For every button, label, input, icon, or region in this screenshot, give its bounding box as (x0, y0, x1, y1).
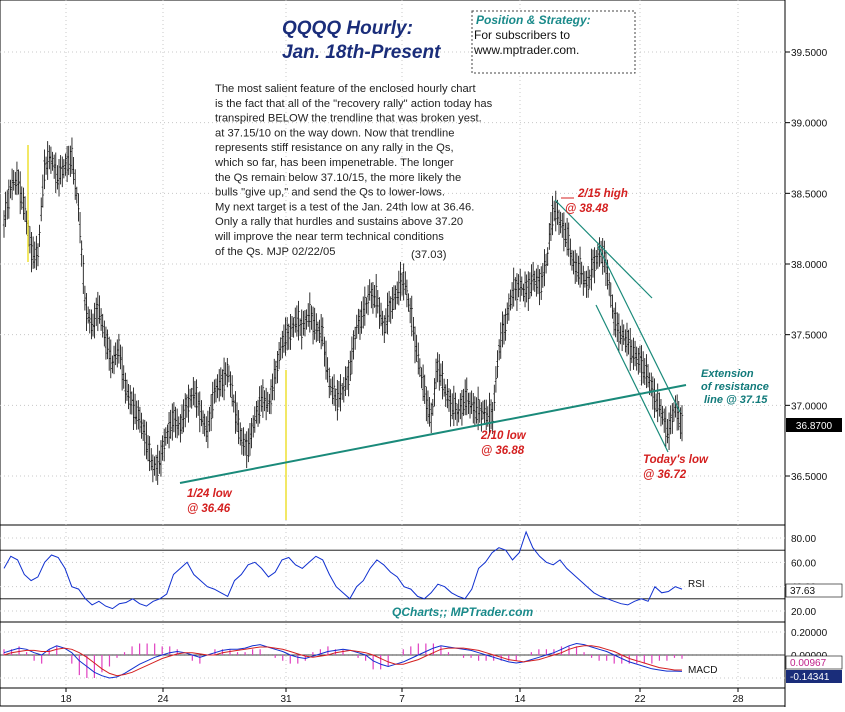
annotation-high-line2: @ 38.48 (565, 203, 609, 215)
price-tick-label: 37.5000 (791, 331, 828, 342)
annotation-high-line1: 2/15 high (577, 188, 628, 200)
x-tick-label: 7 (399, 694, 405, 705)
annotation-extension-line3: line @ 37.15 (704, 394, 768, 406)
chart-subtitle: Jan. 18th-Present (282, 42, 441, 63)
last-price-box (786, 418, 842, 432)
x-tick-label: 14 (514, 694, 526, 705)
channel-line-2 (597, 245, 681, 413)
x-tick-label: 28 (732, 694, 744, 705)
rsi-label: RSI (688, 579, 705, 590)
commentary-tail: (37.03) (411, 249, 447, 261)
position-strategy-line1: For subscribers to (474, 28, 570, 42)
commentary-line: The most salient feature of the enclosed… (215, 83, 476, 95)
x-tick-label: 22 (634, 694, 646, 705)
price-tick-label: 38.5000 (791, 189, 828, 200)
chart-title: QQQQ Hourly: (282, 18, 413, 39)
macd-label: MACD (688, 665, 717, 676)
commentary-line: is the fact that all of the "recovery ra… (215, 98, 493, 110)
price-bars (2, 137, 684, 485)
macd-value-box-1 (785, 655, 843, 670)
macd-value-2: -0.14341 (790, 672, 830, 683)
position-strategy-box (471, 10, 636, 74)
macd-value-box-2 (786, 670, 842, 683)
annotation-jan24-line2: @ 36.46 (187, 503, 231, 515)
macd-value-1: 0.00967 (790, 658, 827, 669)
rsi-tick-label: 60.00 (791, 558, 816, 569)
rsi-tick-label: 20.00 (791, 607, 816, 618)
macd-histogram (3, 643, 683, 678)
annotation-feb10-line2: @ 36.88 (481, 445, 525, 457)
commentary-line: transpired BELOW the trendline that was … (215, 113, 482, 125)
grid (0, 0, 785, 688)
x-tick-label: 24 (157, 694, 169, 705)
price-tick-label: 38.0000 (791, 260, 828, 271)
commentary-line: of the Qs. MJP 02/22/05 (215, 246, 335, 258)
commentary-line: will improve the near term technical con… (214, 231, 444, 243)
commentary-line: at 37.15/10 on the way down. Now that tr… (215, 127, 454, 139)
support-trendline (179, 384, 687, 484)
price-tick-label: 36.5000 (791, 472, 828, 483)
commentary-line: which so far, has been impenetrable. The… (214, 157, 454, 169)
price-tick-label: 39.5000 (791, 48, 828, 59)
upper-channel-line (554, 199, 653, 299)
commentary: The most salient feature of the enclosed… (214, 83, 493, 258)
annotation-jan24-line1: 1/24 low (187, 488, 233, 500)
macd-signal-line (3, 645, 682, 677)
chart-credit: QCharts;; MPTrader.com (392, 605, 533, 619)
position-strategy-line2: www.mptrader.com. (473, 43, 579, 57)
last-price-label: 36.8700 (796, 421, 833, 432)
position-strategy-title: Position & Strategy: (476, 13, 591, 27)
rsi-last-value: 37.63 (790, 586, 815, 597)
x-tick-label: 31 (280, 694, 292, 705)
annotation-extension-line2: of resistance (701, 381, 769, 393)
price-axis: 39.5000 39.0000 38.5000 38.0000 37.5000 37.00… (785, 48, 828, 483)
price-tick-label: 39.0000 (791, 119, 828, 130)
macd-line (3, 642, 683, 679)
x-axis-ticks: 18 24 31 7 14 22 28 (60, 688, 744, 705)
price-panel (0, 0, 786, 526)
commentary-line: My next target is a test of the Jan. 24t… (215, 201, 474, 213)
commentary-line: bulls "give up," and send the Qs to lowe… (215, 187, 445, 199)
annotation-extension-line1: Extension (701, 368, 754, 380)
x-tick-label: 18 (60, 694, 72, 705)
price-tick-label: 37.0000 (791, 401, 828, 412)
rsi-value-box (785, 583, 843, 598)
commentary-line: the Qs remain below 37.10/15, the more l… (215, 172, 461, 184)
annotation-today-line1: Today's low (643, 454, 709, 466)
commentary-line: represents stiff resistance on any rally… (215, 142, 454, 154)
annotation-feb10-line1: 2/10 low (480, 430, 527, 442)
annotation-today-line2: @ 36.72 (643, 469, 687, 481)
rsi-tick-label: 80.00 (791, 534, 816, 545)
commentary-line: Only a rally that hurdles and sustains a… (215, 216, 463, 228)
time-axis (0, 687, 786, 707)
rsi-line (3, 530, 683, 610)
macd-tick-label: 0.20000 (791, 628, 828, 639)
lower-channel-line (595, 304, 669, 453)
